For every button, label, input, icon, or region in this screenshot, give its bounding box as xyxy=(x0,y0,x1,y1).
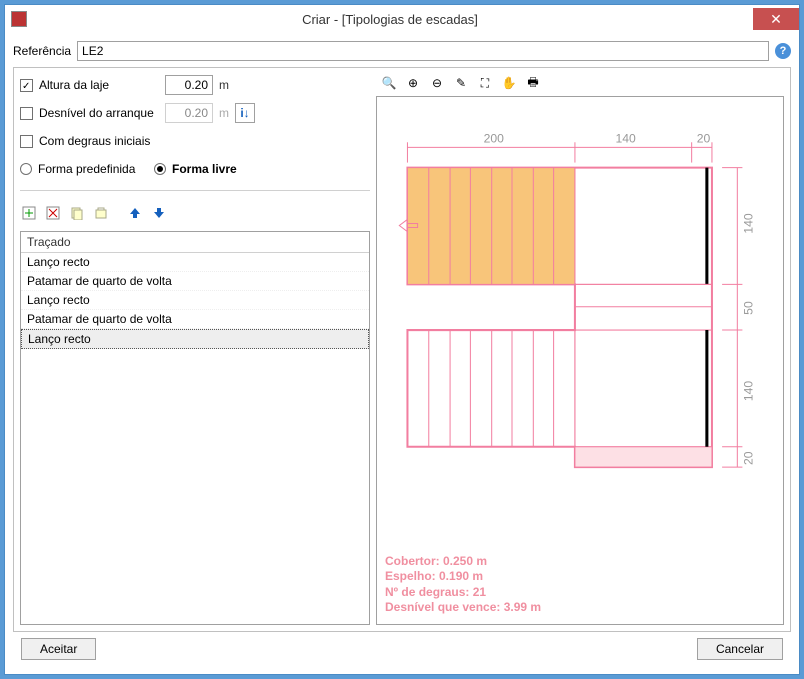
dim-top-3: 20 xyxy=(697,131,711,145)
button-row: Aceitar Cancelar xyxy=(13,632,791,666)
dim-right-4: 20 xyxy=(742,451,756,465)
radio-predefined[interactable] xyxy=(20,163,32,175)
offset-unit: m xyxy=(219,106,229,120)
list-item[interactable]: Lanço recto xyxy=(21,253,369,272)
paste-icon[interactable] xyxy=(92,204,110,222)
info-cobertor: Cobertor: 0.250 m xyxy=(385,554,541,570)
initial-steps-row: Com degraus iniciais xyxy=(20,130,370,152)
info-degraus: Nº de degraus: 21 xyxy=(385,585,541,601)
slab-label: Altura da laje xyxy=(39,78,159,92)
add-icon[interactable] xyxy=(20,204,38,222)
copy-icon[interactable] xyxy=(68,204,86,222)
right-panel: 🔍 ⊕ ⊖ ✎ ⛶ ✋ 🖶 200 xyxy=(376,74,784,625)
list-toolbar xyxy=(20,201,370,225)
info-button[interactable]: i↓ xyxy=(235,103,255,123)
reference-label: Referência xyxy=(13,44,71,58)
move-up-icon[interactable] xyxy=(126,204,144,222)
drawing-canvas[interactable]: 200 140 20 140 50 140 20 xyxy=(376,96,784,625)
window-title: Criar - [Tipologias de escadas] xyxy=(27,12,753,27)
trace-list[interactable]: Traçado Lanço recto Patamar de quarto de… xyxy=(20,231,370,625)
info-espelho: Espelho: 0.190 m xyxy=(385,569,541,585)
dim-right-1: 140 xyxy=(742,213,756,234)
app-icon xyxy=(11,11,27,27)
dim-top-2: 140 xyxy=(616,131,637,145)
titlebar: Criar - [Tipologias de escadas] ✕ xyxy=(5,5,799,33)
pan-icon[interactable]: ✋ xyxy=(500,74,518,92)
reference-row: Referência ? xyxy=(13,41,791,61)
close-button[interactable]: ✕ xyxy=(753,8,799,30)
zoom-fit-icon[interactable]: ⛶ xyxy=(476,74,494,92)
radio-freeform[interactable] xyxy=(154,163,166,175)
list-header: Traçado xyxy=(21,232,369,253)
offset-label: Desnível do arranque xyxy=(39,106,159,120)
window: Criar - [Tipologias de escadas] ✕ Referê… xyxy=(4,4,800,675)
measure-icon[interactable]: ✎ xyxy=(452,74,470,92)
offset-checkbox[interactable] xyxy=(20,107,33,120)
cancel-button[interactable]: Cancelar xyxy=(697,638,783,660)
list-item[interactable]: Patamar de quarto de volta xyxy=(21,272,369,291)
delete-icon[interactable] xyxy=(44,204,62,222)
slab-row: Altura da laje m xyxy=(20,74,370,96)
offset-row: Desnível do arranque m i↓ xyxy=(20,102,370,124)
zoom-in-icon[interactable]: ⊕ xyxy=(404,74,422,92)
print-icon[interactable]: 🖶 xyxy=(524,74,542,92)
content: Referência ? Altura da laje m Desnível d… xyxy=(5,33,799,674)
zoom-window-icon[interactable]: 🔍 xyxy=(380,74,398,92)
dim-right-2: 50 xyxy=(742,301,756,315)
view-toolbar: 🔍 ⊕ ⊖ ✎ ⛶ ✋ 🖶 xyxy=(376,74,784,92)
dim-top-1: 200 xyxy=(484,131,505,145)
info-desnivel: Desnível que vence: 3.99 m xyxy=(385,600,541,616)
slab-unit: m xyxy=(219,78,229,92)
initial-steps-checkbox[interactable] xyxy=(20,135,33,148)
list-item[interactable]: Lanço recto xyxy=(21,329,369,349)
slab-value[interactable] xyxy=(165,75,213,95)
main-panel: Altura da laje m Desnível do arranque m … xyxy=(13,67,791,632)
drawing-info: Cobertor: 0.250 m Espelho: 0.190 m Nº de… xyxy=(385,554,541,616)
dim-right-3: 140 xyxy=(742,381,756,402)
accept-button[interactable]: Aceitar xyxy=(21,638,96,660)
reference-input[interactable] xyxy=(77,41,769,61)
initial-steps-label: Com degraus iniciais xyxy=(39,134,150,148)
help-icon[interactable]: ? xyxy=(775,43,791,59)
predefined-label: Forma predefinida xyxy=(38,162,148,176)
zoom-out-icon[interactable]: ⊖ xyxy=(428,74,446,92)
freeform-label: Forma livre xyxy=(172,162,237,176)
shape-row: Forma predefinida Forma livre xyxy=(20,158,370,180)
move-down-icon[interactable] xyxy=(150,204,168,222)
staircase-svg: 200 140 20 140 50 140 20 xyxy=(377,97,783,624)
separator xyxy=(20,190,370,191)
slab-checkbox[interactable] xyxy=(20,79,33,92)
list-item[interactable]: Patamar de quarto de volta xyxy=(21,310,369,329)
left-panel: Altura da laje m Desnível do arranque m … xyxy=(20,74,370,625)
list-item[interactable]: Lanço recto xyxy=(21,291,369,310)
offset-value xyxy=(165,103,213,123)
